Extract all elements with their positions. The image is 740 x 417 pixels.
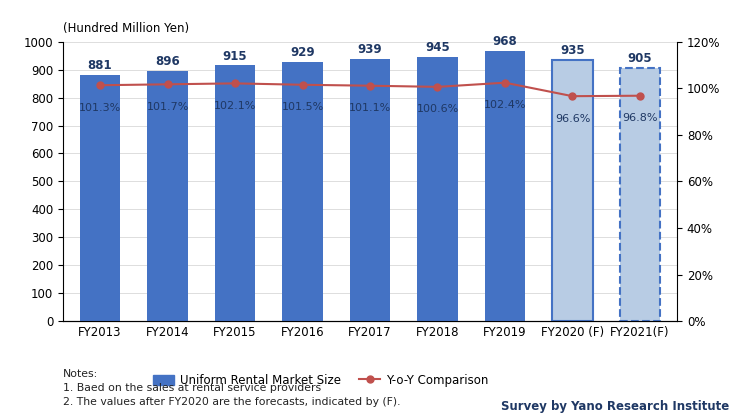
Text: 935: 935: [560, 44, 585, 57]
Bar: [552, 60, 593, 321]
Text: 100.6%: 100.6%: [417, 104, 459, 114]
Text: 101.1%: 101.1%: [349, 103, 391, 113]
Text: 102.4%: 102.4%: [484, 100, 526, 110]
Text: 881: 881: [88, 59, 112, 72]
Text: 929: 929: [290, 46, 314, 59]
Bar: [282, 62, 323, 321]
Text: 896: 896: [155, 55, 180, 68]
Bar: [417, 57, 458, 321]
Text: 96.6%: 96.6%: [555, 114, 591, 124]
Text: 96.8%: 96.8%: [622, 113, 658, 123]
Text: 102.1%: 102.1%: [214, 101, 256, 111]
Text: 945: 945: [425, 41, 450, 54]
Legend: Uniform Rental Market Size, Y-o-Y Comparison: Uniform Rental Market Size, Y-o-Y Compar…: [149, 370, 492, 390]
Bar: [147, 71, 188, 321]
Text: 101.7%: 101.7%: [147, 102, 189, 112]
Bar: [215, 65, 255, 321]
Bar: [485, 50, 525, 321]
Text: 101.5%: 101.5%: [281, 102, 323, 112]
Bar: [350, 59, 390, 321]
Text: Notes:
1. Baed on the sales at rental service providers
2. The values after FY20: Notes: 1. Baed on the sales at rental se…: [63, 369, 400, 407]
Text: 939: 939: [357, 43, 383, 56]
Bar: [80, 75, 121, 321]
Text: 915: 915: [223, 50, 247, 63]
Text: Survey by Yano Research Institute: Survey by Yano Research Institute: [501, 400, 729, 413]
Text: 905: 905: [628, 53, 652, 65]
Bar: [619, 68, 660, 321]
Text: (Hundred Million Yen): (Hundred Million Yen): [63, 23, 189, 35]
Text: 101.3%: 101.3%: [79, 103, 121, 113]
Text: 968: 968: [493, 35, 517, 48]
